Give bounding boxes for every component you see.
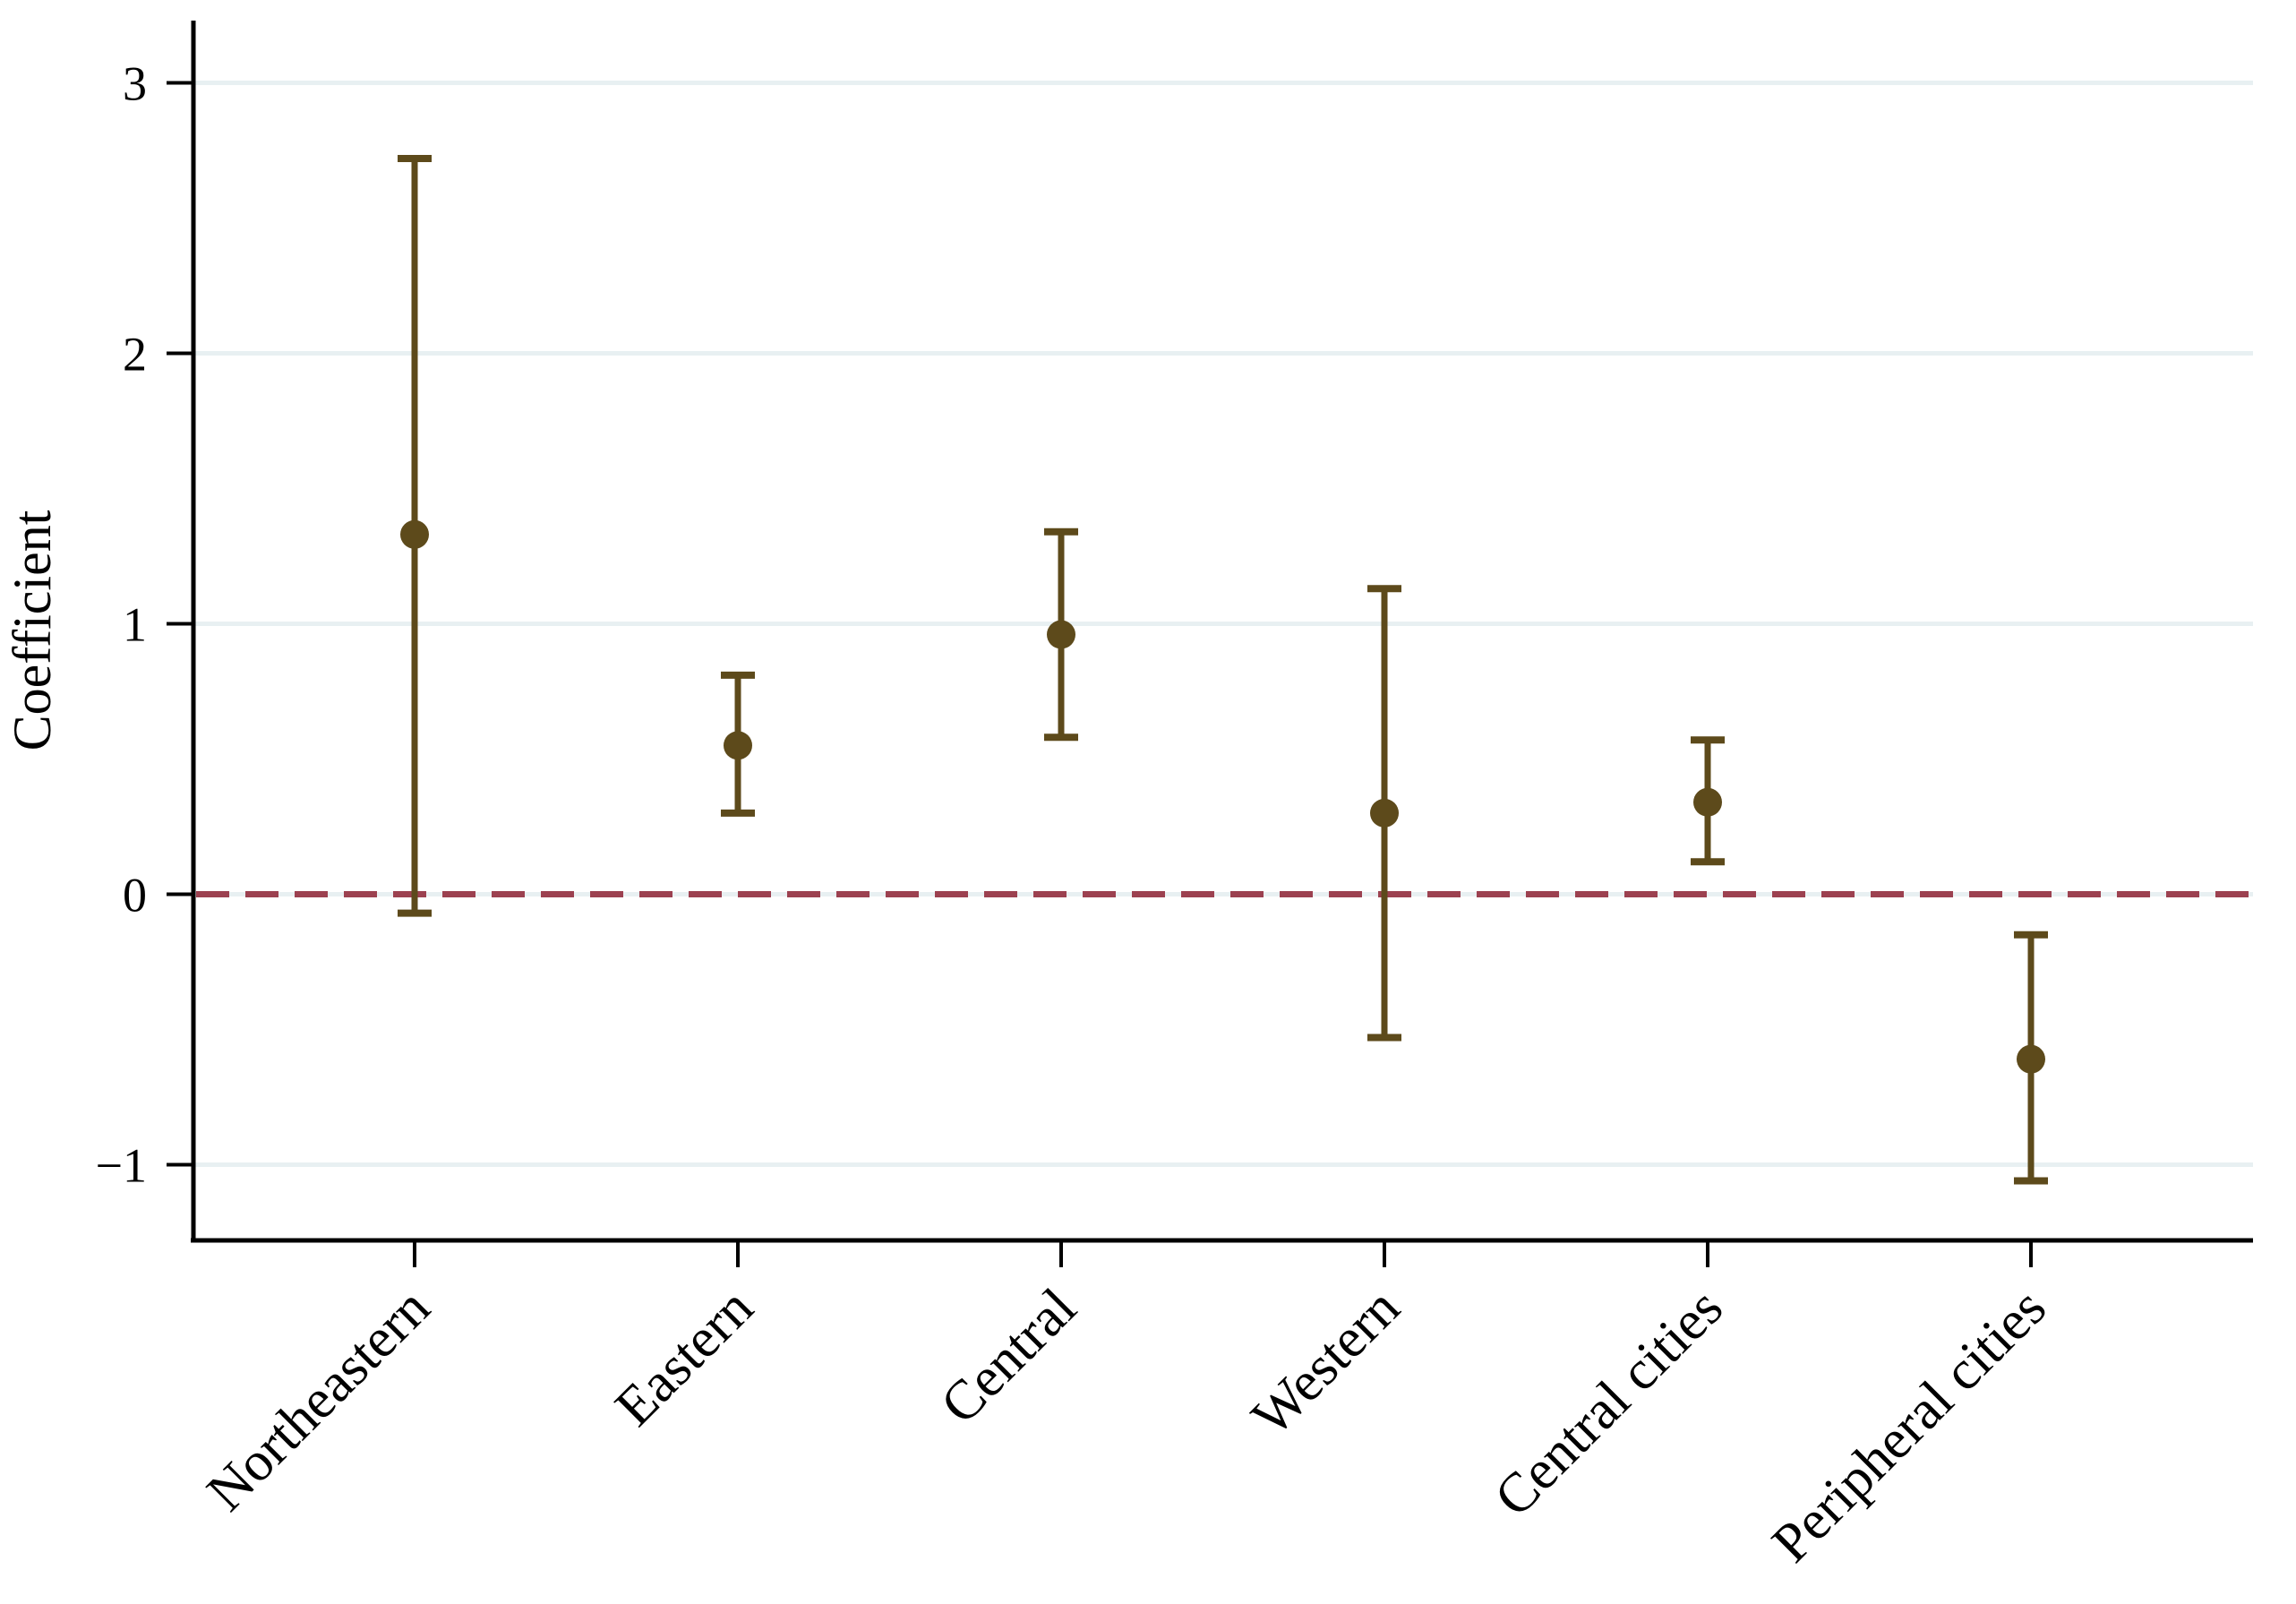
y-tick-label: 2 <box>123 327 147 381</box>
point-marker <box>724 731 752 760</box>
point-marker <box>1693 787 1722 817</box>
point-marker <box>1047 620 1075 649</box>
point-marker <box>2017 1044 2045 1074</box>
error-bar-group <box>1044 528 1078 742</box>
error-bar-group <box>1367 585 1401 1042</box>
point-marker <box>1370 798 1399 828</box>
error-bar-group <box>2014 931 2048 1185</box>
error-bar-group <box>721 671 755 817</box>
y-axis-title: Coefficient <box>3 510 62 751</box>
error-bar-group <box>398 155 432 917</box>
y-tick-label: 3 <box>123 56 147 110</box>
y-tick-label: 0 <box>123 868 147 922</box>
point-marker <box>400 519 429 549</box>
y-tick-label: −1 <box>96 1138 147 1192</box>
error-bar-group <box>1691 736 1725 866</box>
y-tick-label: 1 <box>123 597 147 651</box>
